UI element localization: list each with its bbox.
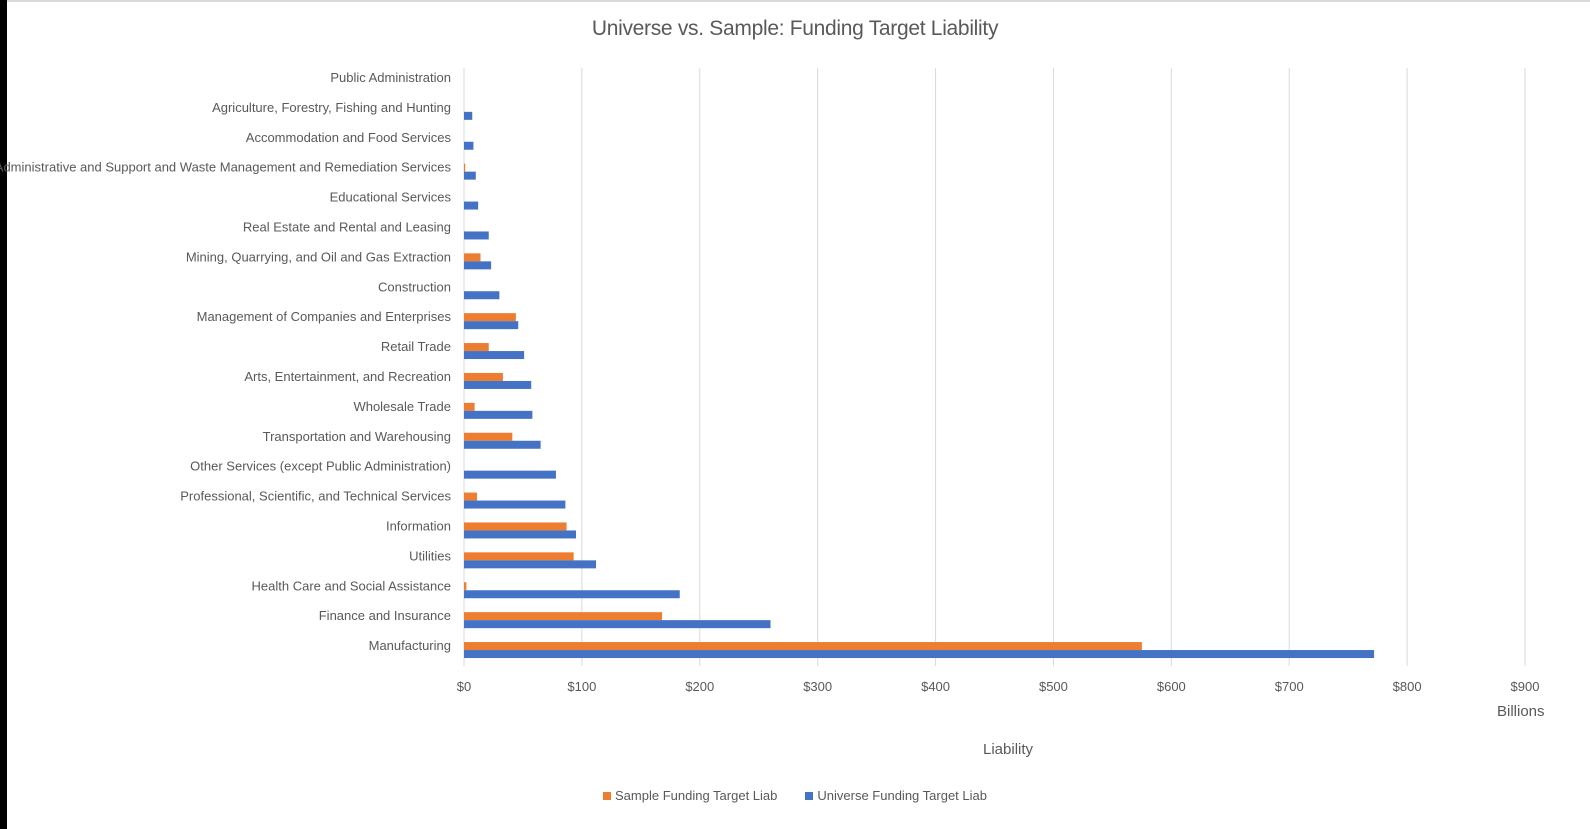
x-tick-label: $800 <box>1393 679 1422 694</box>
category-label: Arts, Entertainment, and Recreation <box>244 369 451 384</box>
x-tick-label: $300 <box>803 679 832 694</box>
bar-universe <box>464 530 576 539</box>
units-label: Billions <box>1497 703 1545 720</box>
x-tick-label: $500 <box>1039 679 1068 694</box>
bar-sample <box>464 522 567 531</box>
bar-universe <box>464 321 519 330</box>
bar-universe <box>464 261 492 270</box>
bar-sample <box>464 492 477 501</box>
bar-universe <box>464 410 533 419</box>
legend-item-universe: Universe Funding Target Liab <box>805 788 987 803</box>
category-label: Public Administration <box>330 70 451 85</box>
legend-label-sample: Sample Funding Target Liab <box>615 788 778 803</box>
category-label: Professional, Scientific, and Technical … <box>180 489 451 504</box>
chart-title: Universe vs. Sample: Funding Target Liab… <box>591 17 999 40</box>
category-label: Accommodation and Food Services <box>246 130 452 145</box>
bar-sample <box>464 552 574 561</box>
x-tick-labels: $0 $100 $200 $300 $400 $500 $600 $700 $800 $900 <box>457 679 1540 694</box>
category-label: Information <box>386 518 451 533</box>
bar-universe <box>464 440 541 449</box>
bar-universe <box>464 351 525 360</box>
bar-universe <box>464 470 556 479</box>
top-border <box>7 0 1590 2</box>
category-label: Transportation and Warehousing <box>263 429 451 444</box>
x-tick-label: $0 <box>457 679 471 694</box>
bar-sample <box>464 612 663 621</box>
category-label: Management of Companies and Enterprises <box>197 309 452 324</box>
x-tick-label: $700 <box>1275 679 1304 694</box>
x-tick-label: $200 <box>685 679 714 694</box>
category-label: Finance and Insurance <box>319 608 451 623</box>
category-label: Health Care and Social Assistance <box>252 578 451 593</box>
category-label: Manufacturing <box>369 638 451 653</box>
bars <box>464 111 1375 659</box>
bar-sample <box>464 582 467 591</box>
left-border <box>0 0 7 829</box>
bar-sample <box>464 313 516 322</box>
bar-universe <box>464 141 474 150</box>
category-label: Administrative and Support and Waste Man… <box>0 160 451 175</box>
bar-universe <box>464 111 473 120</box>
bar-universe <box>464 171 476 180</box>
category-labels: Public Administration Agriculture, Forest… <box>0 70 451 653</box>
bar-universe <box>464 650 1375 659</box>
bar-universe <box>464 201 479 210</box>
bar-universe <box>464 291 500 300</box>
bar-universe <box>464 500 566 509</box>
bar-sample <box>464 253 481 262</box>
x-tick-label: $600 <box>1157 679 1186 694</box>
bar-universe <box>464 620 771 629</box>
legend: Sample Funding Target Liab Universe Fund… <box>0 788 1590 803</box>
legend-item-sample: Sample Funding Target Liab <box>603 788 777 803</box>
category-label: Retail Trade <box>381 339 451 354</box>
x-tick-label: $400 <box>921 679 950 694</box>
legend-swatch-sample <box>603 791 612 800</box>
category-label: Construction <box>378 279 451 294</box>
x-tick-label: $900 <box>1511 679 1540 694</box>
x-tick-label: $100 <box>567 679 596 694</box>
bar-sample <box>464 163 466 172</box>
bar-universe <box>464 380 532 389</box>
x-axis-title: Liability <box>983 741 1034 758</box>
bar-sample <box>464 402 475 411</box>
legend-swatch-universe <box>805 791 814 800</box>
bar-universe <box>464 560 597 569</box>
bar-sample <box>464 343 489 352</box>
bar-universe <box>464 590 680 599</box>
category-label: Agriculture, Forestry, Fishing and Hunti… <box>212 100 451 115</box>
category-label: Mining, Quarrying, and Oil and Gas Extra… <box>186 249 451 264</box>
bar-universe <box>464 231 489 240</box>
legend-label-universe: Universe Funding Target Liab <box>817 788 987 803</box>
bar-sample <box>464 642 1142 651</box>
category-label: Other Services (except Public Administra… <box>190 459 451 474</box>
category-label: Real Estate and Rental and Leasing <box>243 219 451 234</box>
bar-sample <box>464 432 513 441</box>
category-label: Educational Services <box>330 190 452 205</box>
bar-sample <box>464 372 503 381</box>
category-label: Wholesale Trade <box>353 399 451 414</box>
category-label: Utilities <box>409 548 451 563</box>
gridlines <box>463 68 1526 666</box>
